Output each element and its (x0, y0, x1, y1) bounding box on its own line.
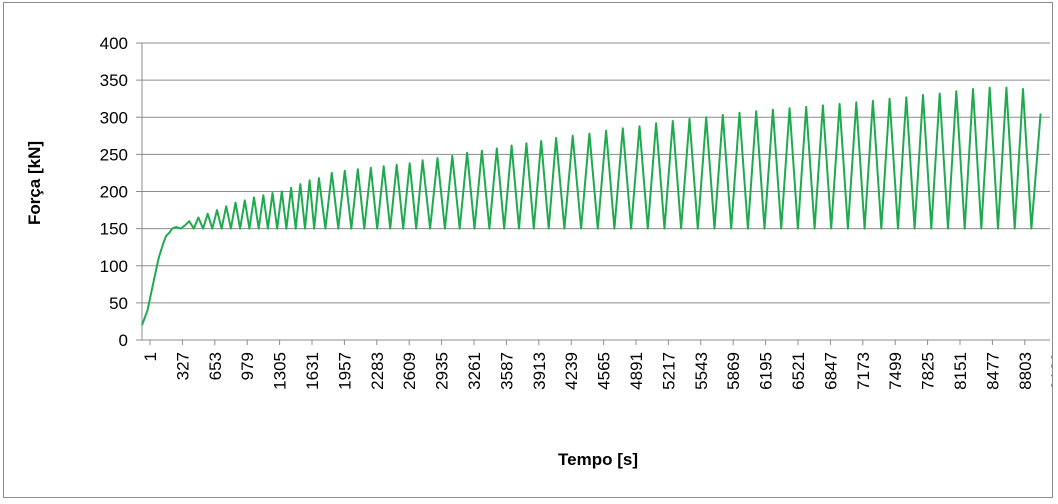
x-tick-label: 6195 (757, 352, 776, 390)
y-axis-tick-labels: 0 50 100 150 200 250 300 350 400 (100, 34, 128, 350)
y-tick-label: 300 (100, 108, 128, 127)
y-tick-label: 100 (100, 257, 128, 276)
x-axis-tick-labels: 1 327 653 979 1305 1631 1957 2283 2609 2935 3261 35… (141, 352, 1052, 390)
y-tick-label: 400 (100, 34, 128, 53)
y-tick-label: 350 (100, 71, 128, 90)
x-tick-label: 979 (238, 352, 257, 380)
series-line (141, 86, 1042, 326)
x-tick-label: 327 (173, 352, 192, 380)
y-tick-label: 200 (100, 183, 128, 202)
x-axis-title: Tempo [s] (558, 450, 638, 469)
x-tick-label: 1631 (303, 352, 322, 390)
y-tick-label: 0 (119, 331, 128, 350)
x-tick-label: 4891 (627, 352, 646, 390)
x-tick-label: 5869 (724, 352, 743, 390)
x-tick-label: 4565 (595, 352, 614, 390)
y-tick-label: 150 (100, 220, 128, 239)
gridlines (142, 42, 1050, 304)
x-tick-label: 2935 (433, 352, 452, 390)
axes (136, 42, 1050, 345)
x-tick-label: 3261 (465, 352, 484, 390)
x-tick-label: 3913 (530, 352, 549, 390)
x-tick-label: 1 (141, 352, 160, 361)
chart-frame: 0 50 100 150 200 250 300 350 400 1 327 653 979 1305 1… (3, 2, 1053, 498)
x-tick-label: 9129 (1048, 352, 1052, 390)
x-tick-label: 6847 (821, 352, 840, 390)
y-tick-label: 250 (100, 145, 128, 164)
y-tick-label: 50 (109, 294, 128, 313)
x-tick-label: 7499 (886, 352, 905, 390)
x-tick-label: 4239 (562, 352, 581, 390)
x-tick-label: 2283 (368, 352, 387, 390)
x-tick-label: 8477 (983, 352, 1002, 390)
y-axis-title: Força [kN] (25, 141, 44, 225)
x-tick-label: 7825 (919, 352, 938, 390)
x-tick-label: 2609 (400, 352, 419, 390)
series (141, 86, 1042, 326)
x-tick-label: 653 (206, 352, 225, 380)
x-tick-label: 8151 (951, 352, 970, 390)
x-tick-label: 6521 (789, 352, 808, 390)
x-tick-label: 3587 (497, 352, 516, 390)
x-tick-label: 1305 (271, 352, 290, 390)
x-tick-label: 1957 (335, 352, 354, 390)
x-tick-label: 8803 (1016, 352, 1035, 390)
x-tick-label: 5217 (659, 352, 678, 390)
x-tick-label: 7173 (854, 352, 873, 390)
x-tick-label: 5543 (692, 352, 711, 390)
